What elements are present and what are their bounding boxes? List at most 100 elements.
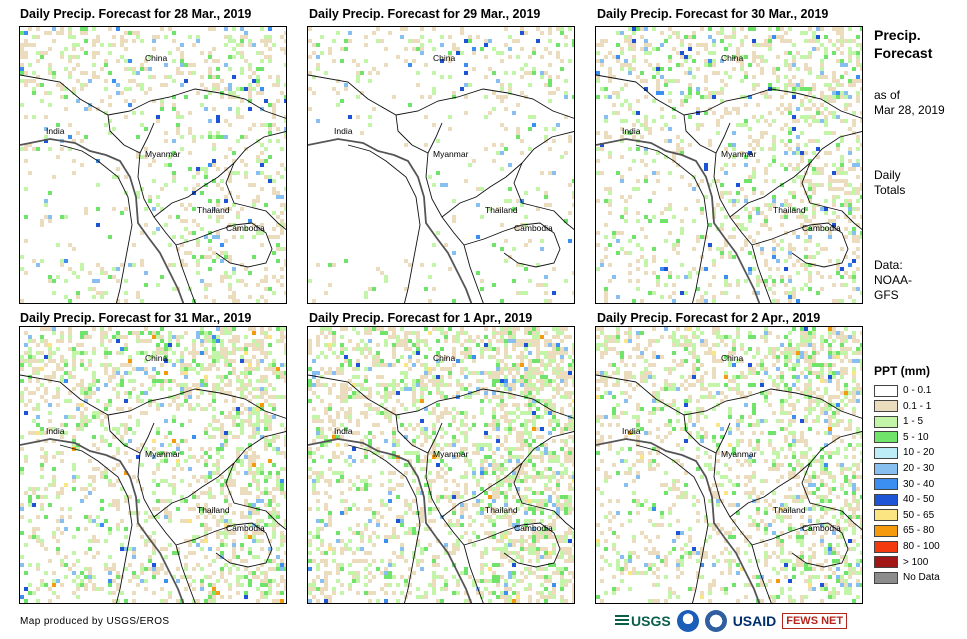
precip-cell <box>132 243 136 247</box>
country-border <box>683 114 731 154</box>
precip-cell <box>856 91 860 95</box>
country-label-myanmar: Myanmar <box>145 449 181 459</box>
precip-cell <box>232 351 236 355</box>
precip-cell <box>228 283 232 287</box>
precip-cell <box>60 95 64 99</box>
precip-cell <box>88 571 92 575</box>
precip-cell <box>604 135 608 139</box>
precip-cell <box>364 451 368 455</box>
precip-cell <box>756 63 760 67</box>
precip-cell <box>132 575 136 579</box>
precip-cell <box>248 515 252 519</box>
precip-cell <box>708 247 712 251</box>
precip-cell <box>220 431 224 435</box>
precip-cell <box>136 35 140 39</box>
precip-cell <box>36 387 40 391</box>
precip-cell <box>248 95 252 99</box>
precip-cell <box>516 39 520 43</box>
precip-cell <box>764 119 768 123</box>
precip-cell <box>236 227 240 231</box>
precip-cell <box>100 499 104 503</box>
precip-cell <box>504 355 508 359</box>
precip-cell <box>720 183 724 187</box>
precip-cell <box>24 147 28 151</box>
precip-cell <box>264 427 268 431</box>
precip-cell <box>180 575 184 579</box>
precip-cell <box>280 395 284 399</box>
precip-cell <box>760 131 764 135</box>
precip-cell <box>732 55 736 59</box>
precip-cell <box>276 511 280 515</box>
precip-cell <box>672 215 676 219</box>
precip-cell <box>716 71 720 75</box>
precip-cell <box>280 227 284 231</box>
precip-cell <box>348 407 352 411</box>
precip-cell <box>132 571 136 575</box>
precip-cell <box>504 127 508 131</box>
precip-cell <box>220 455 224 459</box>
precip-cell <box>264 415 268 419</box>
precip-cell <box>156 515 160 519</box>
precip-cell <box>36 539 40 543</box>
precip-cell <box>648 219 652 223</box>
precip-cell <box>604 87 608 91</box>
precip-cell <box>524 391 528 395</box>
precip-cell <box>340 363 344 367</box>
precip-cell <box>556 423 560 427</box>
precip-cell <box>104 563 108 567</box>
precip-cell <box>840 31 844 35</box>
precip-cell <box>56 595 60 599</box>
precip-cell <box>276 475 280 479</box>
precip-cell <box>832 115 836 119</box>
precip-cell <box>256 387 260 391</box>
precip-cell <box>84 71 88 75</box>
precip-cell <box>252 339 256 343</box>
precip-cell <box>832 71 836 75</box>
precip-cell <box>260 519 264 523</box>
precip-cell <box>124 347 128 351</box>
precip-cell <box>808 227 812 231</box>
precip-cell <box>32 259 36 263</box>
precip-cell <box>224 135 228 139</box>
precip-cell <box>72 359 76 363</box>
precip-cell <box>608 203 612 207</box>
precip-cell <box>124 371 128 375</box>
precip-cell <box>548 79 552 83</box>
precip-cell <box>788 103 792 107</box>
precip-cell <box>264 331 268 335</box>
precip-cell <box>236 335 240 339</box>
precip-cell <box>252 255 256 259</box>
precip-cell <box>836 195 840 199</box>
precip-cell <box>260 163 264 167</box>
precip-cell <box>828 183 832 187</box>
precip-cell <box>340 335 344 339</box>
precip-cell <box>320 351 324 355</box>
precip-cell <box>624 211 628 215</box>
precip-cell <box>152 179 156 183</box>
precip-cell <box>140 571 144 575</box>
precip-cell <box>88 547 92 551</box>
precip-cell <box>276 591 280 595</box>
precip-cell <box>696 91 700 95</box>
precip-cell <box>220 567 224 571</box>
precip-cell <box>20 51 24 55</box>
precip-cell <box>256 91 260 95</box>
precip-cell <box>280 275 284 279</box>
precip-cell <box>164 35 168 39</box>
precip-cell <box>92 411 96 415</box>
precip-cell <box>316 343 320 347</box>
country-label-thailand: Thailand <box>773 205 806 215</box>
precip-cell <box>192 135 196 139</box>
precip-cell <box>212 415 216 419</box>
precip-cell <box>760 67 764 71</box>
precip-cell <box>224 439 228 443</box>
precip-cell <box>428 371 432 375</box>
precip-cell <box>20 435 24 439</box>
precip-cell <box>620 67 624 71</box>
precip-cell <box>284 439 286 443</box>
precip-cell <box>212 87 216 91</box>
precip-cell <box>840 43 844 47</box>
precip-cell <box>220 339 224 343</box>
precip-cell <box>628 47 632 51</box>
precip-cell <box>224 27 228 31</box>
